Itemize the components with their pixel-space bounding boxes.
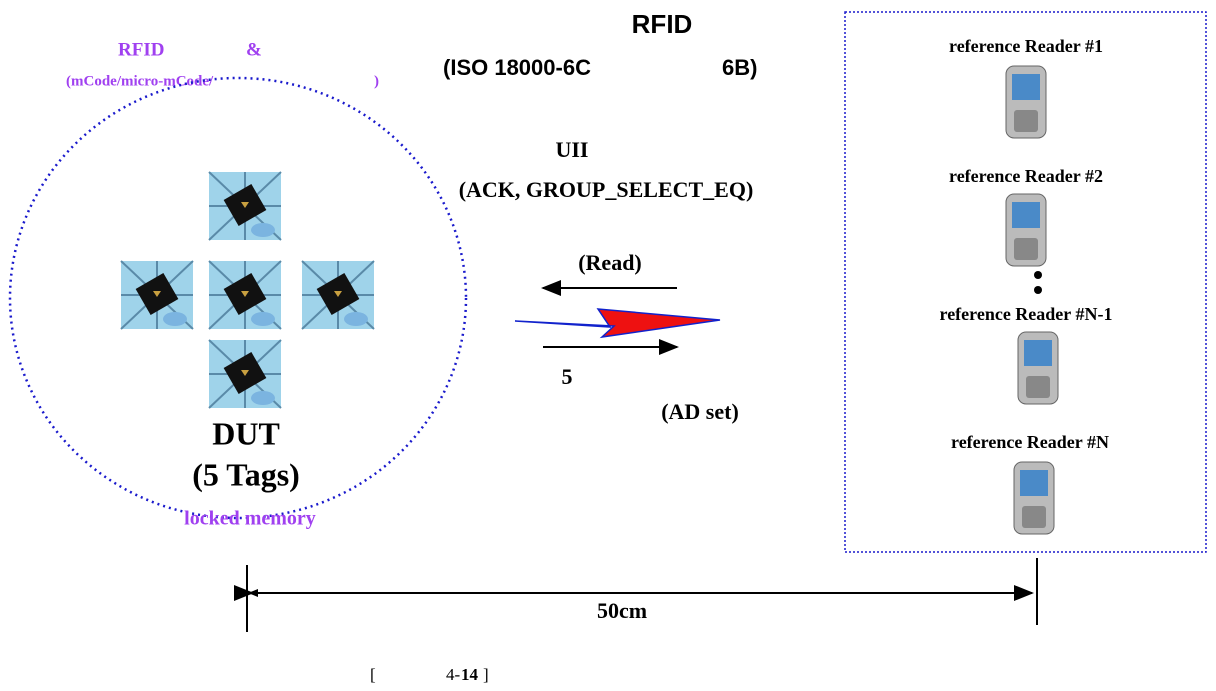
caption: ] bbox=[483, 665, 489, 684]
caption: 4- bbox=[446, 665, 461, 684]
distance: 50cm bbox=[597, 598, 647, 623]
reader-label: reference Reader #1 bbox=[949, 36, 1103, 56]
command: (ACK, GROUP_SELECT_EQ) bbox=[459, 177, 754, 202]
reader-label: reference Reader #N-1 bbox=[940, 304, 1113, 324]
ellipsis-dot bbox=[1034, 271, 1042, 279]
reader-icon bbox=[1006, 194, 1046, 266]
dut-tags: (5 Tags) bbox=[192, 456, 300, 492]
reader-icon bbox=[1006, 66, 1046, 138]
arrow-head bbox=[248, 589, 258, 597]
dut-name: DUT bbox=[212, 415, 280, 451]
tag-icon bbox=[209, 261, 281, 329]
command: UII bbox=[555, 137, 588, 162]
tag-icon bbox=[209, 172, 281, 240]
read-label: (Read) bbox=[578, 250, 642, 275]
caption: [ bbox=[370, 665, 376, 684]
tag-label: RFID bbox=[118, 39, 164, 60]
title: RFID bbox=[632, 9, 693, 39]
ellipsis-dot bbox=[1034, 286, 1042, 294]
signal bbox=[515, 309, 720, 337]
tag-icon bbox=[209, 340, 281, 408]
dut-memory: locked memory bbox=[184, 508, 316, 530]
tag-icon bbox=[121, 261, 193, 329]
reader-icon bbox=[1014, 462, 1054, 534]
tag-label: ) bbox=[374, 73, 379, 89]
reader-label: reference Reader #2 bbox=[949, 166, 1103, 186]
tag-label: & bbox=[246, 39, 262, 60]
reader-icon bbox=[1018, 332, 1058, 404]
reader-label: reference Reader #N bbox=[951, 432, 1109, 452]
caption: 14 bbox=[461, 665, 479, 684]
tag-icon bbox=[302, 261, 374, 329]
count: 5 bbox=[562, 364, 573, 389]
diagram: RFID (ISO 18000-6C 6B) RFID & (mCode/mic… bbox=[0, 0, 1216, 691]
ad-set: (AD set) bbox=[661, 399, 739, 424]
title-sub: (ISO 18000-6C bbox=[443, 55, 591, 80]
title-sub: 6B) bbox=[722, 55, 757, 80]
